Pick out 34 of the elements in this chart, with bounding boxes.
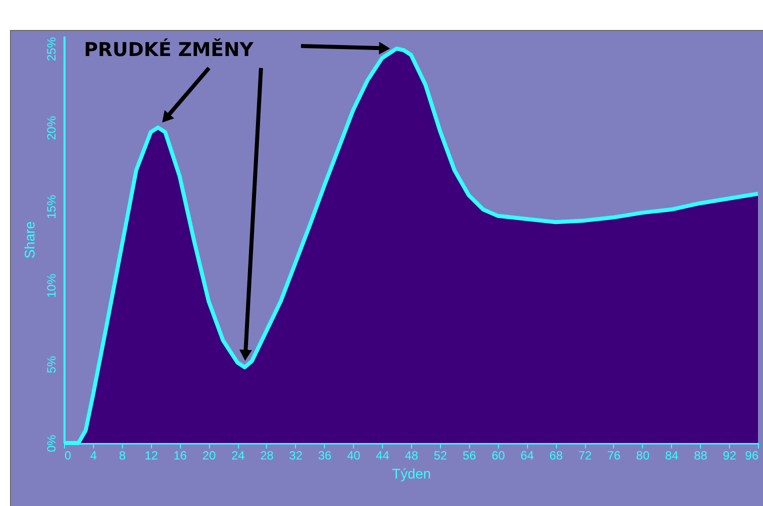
x-tick-label: 72: [578, 448, 592, 462]
x-tick-label: 68: [549, 448, 564, 462]
x-tick-label: 56: [462, 448, 476, 462]
x-tick-label: 88: [694, 448, 708, 462]
x-tick-label: 64: [520, 448, 534, 462]
x-tick-label: 8: [118, 448, 126, 462]
x-tick-label: 12: [144, 448, 158, 462]
x-tick-label: 40: [346, 448, 361, 462]
x-tick-label: 76: [607, 448, 621, 462]
x-tick-label: 36: [318, 448, 332, 462]
x-tick-label: 28: [260, 448, 274, 462]
y-tick-label: 10%: [44, 273, 58, 298]
y-tick-label: 0%: [44, 434, 58, 452]
x-tick-label: 60: [492, 448, 506, 462]
y-tick-label: 25%: [44, 36, 58, 62]
y-tick-label: 5%: [44, 356, 58, 374]
x-tick-label: 84: [665, 448, 679, 462]
y-axis-title: Share: [22, 221, 38, 259]
x-axis-title: Týden: [392, 466, 431, 482]
annotation: PRUDKÉ ZMĚNY: [84, 38, 254, 61]
x-tick-label: 92: [722, 448, 737, 462]
x-tick-label: 32: [289, 448, 303, 462]
x-tick-label: 44: [376, 448, 390, 462]
x-tick-label: 20: [202, 448, 216, 462]
x-tick-label: 16: [173, 448, 188, 462]
x-tick-label: 0: [64, 448, 72, 462]
x-tick-label: 48: [404, 448, 418, 462]
x-tick-label: 4: [90, 448, 98, 462]
x-tick-label: 52: [434, 448, 448, 462]
x-tick-label: 96: [745, 448, 759, 462]
y-tick-label: 20%: [44, 116, 58, 140]
x-tick-label: 24: [231, 448, 245, 462]
x-tick-label: 80: [636, 448, 650, 462]
y-tick-label: 15%: [44, 194, 58, 219]
